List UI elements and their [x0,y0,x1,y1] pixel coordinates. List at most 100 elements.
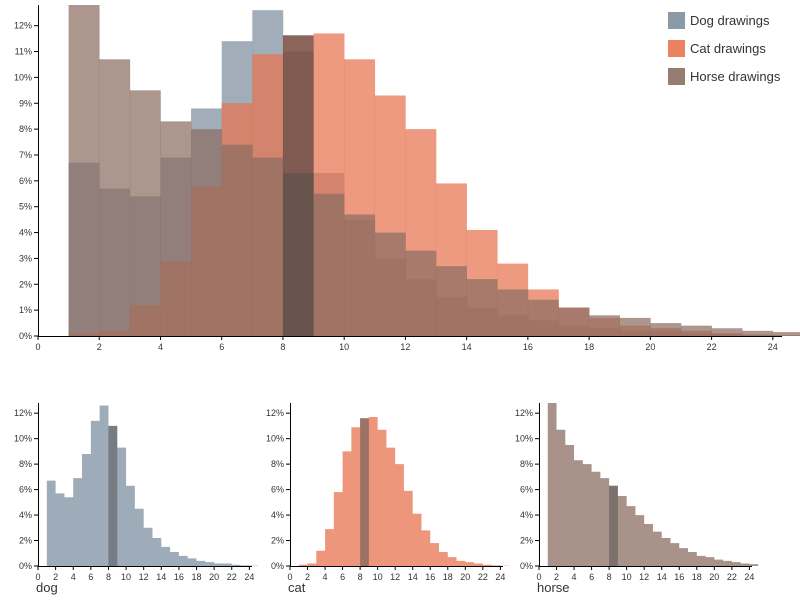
x-tick-label: 2 [53,572,58,582]
x-tick-label: 2 [305,572,310,582]
x-tick-label: 0 [287,572,292,582]
x-tick-label: 12 [400,342,410,352]
highlight-bin [360,418,369,566]
histogram-area [547,403,759,566]
bar [527,299,559,336]
x-tick-label: 8 [106,572,111,582]
y-tick-label: 1% [19,305,32,315]
x-tick-label: 10 [339,342,349,352]
x-tick-label: 6 [340,572,345,582]
y-tick-label: 0% [520,561,533,571]
y-tick-label: 4% [520,510,533,520]
y-tick-label: 2% [520,536,533,546]
bar [344,214,376,336]
y-tick-label: 2% [19,279,32,289]
x-tick-label: 6 [589,572,594,582]
x-tick-label: 18 [584,342,594,352]
bar [68,5,100,336]
histogram-area [298,417,510,566]
y-tick-label: 6% [520,485,533,495]
bar [466,279,498,336]
x-tick-label: 16 [674,572,684,582]
y-tick-label: 0% [19,561,32,571]
x-tick-label: 14 [657,572,667,582]
y-tick-label: 4% [271,510,284,520]
x-tick-label: 8 [280,342,285,352]
x-tick-label: 18 [692,572,702,582]
x-tick-label: 2 [97,342,102,352]
y-tick-label: 8% [19,124,32,134]
y-tick-label: 0% [19,331,32,341]
mini-chart-label: dog [36,580,58,595]
bar [221,144,253,336]
x-tick-label: 24 [744,572,754,582]
bar [772,332,800,336]
bar [252,157,284,336]
y-tick-label: 12% [14,408,32,418]
bar [619,317,651,336]
bar [374,232,406,336]
x-tick-label: 8 [607,572,612,582]
mini-chart-cat: 0 2 4 6 8 10 12 14 16 18 20 22 240%2%4%6%8%10%12%cat [266,403,510,595]
x-tick-label: 20 [209,572,219,582]
y-tick-label: 6% [271,485,284,495]
x-tick-label: 22 [478,572,488,582]
x-tick-label: 12 [639,572,649,582]
y-tick-label: 7% [19,150,32,160]
highlight-bin [108,425,118,566]
legend-swatch [668,68,685,85]
x-tick-label: 14 [462,342,472,352]
bar [99,59,131,336]
mini-chart-dog: 0 2 4 6 8 10 12 14 16 18 20 22 240%2%4%6%8%10%12%dog [14,403,259,595]
x-tick-label: 22 [227,572,237,582]
y-tick-label: 5% [19,202,32,212]
x-tick-label: 12 [139,572,149,582]
legend-label: Dog drawings [690,13,770,28]
x-tick-label: 24 [244,572,254,582]
y-tick-label: 11% [15,47,32,57]
histogram-area [46,405,259,566]
y-tick-label: 6% [19,176,32,186]
legend: Dog drawings Cat drawings Horse drawings [668,12,781,85]
x-tick-label: 16 [523,342,533,352]
y-tick-label: 10% [266,434,284,444]
y-tick-label: 6% [19,485,32,495]
legend-swatch [668,40,685,57]
x-tick-label: 0 [35,342,40,352]
x-tick-label: 18 [192,572,202,582]
x-tick-label: 20 [709,572,719,582]
bar [405,250,437,336]
x-tick-label: 4 [572,572,577,582]
y-tick-label: 2% [19,536,32,546]
y-tick-label: 12% [515,408,533,418]
y-tick-label: 0% [271,561,284,571]
x-tick-label: 22 [727,572,737,582]
bar [436,266,467,336]
y-tick-label: 10% [14,434,32,444]
legend-label: Horse drawings [690,69,781,84]
x-tick-label: 4 [71,572,76,582]
x-tick-label: 20 [460,572,470,582]
bar [160,121,192,336]
y-tick-label: 4% [19,510,32,520]
x-tick-label: 6 [88,572,93,582]
y-tick-label: 9% [19,98,32,108]
bar [313,193,345,336]
x-tick-label: 10 [622,572,632,582]
x-tick-label: 14 [408,572,418,582]
x-tick-label: 18 [443,572,453,582]
bar [589,315,621,336]
y-tick-label: 8% [271,459,284,469]
y-tick-label: 8% [520,459,533,469]
x-tick-label: 16 [174,572,184,582]
bar [650,323,682,336]
x-tick-label: 24 [768,342,778,352]
x-tick-label: 0 [536,572,541,582]
y-tick-label: 2% [271,536,284,546]
y-tick-label: 4% [19,228,32,238]
y-tick-label: 10% [14,72,32,82]
highlight-bin [609,485,618,566]
x-tick-label: 0 [35,572,40,582]
x-tick-label: 10 [121,572,131,582]
